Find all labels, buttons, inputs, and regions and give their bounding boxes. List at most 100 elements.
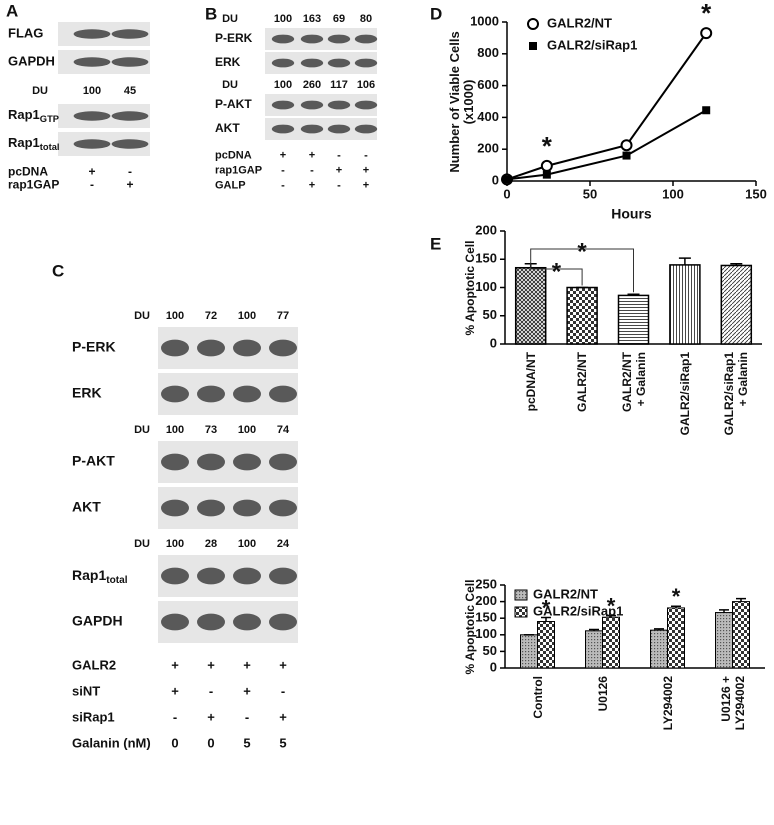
blot-label: ERK <box>72 385 102 401</box>
error-bar <box>606 614 616 618</box>
annotation: * <box>542 595 551 620</box>
marker <box>503 175 511 184</box>
x-tick-label: pcDNA/NT <box>523 352 538 412</box>
condition-sign: + <box>171 657 179 672</box>
bar <box>669 264 701 345</box>
x-tick-label: 100 <box>662 186 684 201</box>
annotation: * <box>607 593 616 618</box>
bar <box>520 634 538 669</box>
condition-sign: - <box>281 164 285 176</box>
error-bar <box>736 597 746 602</box>
du-value: 77 <box>277 310 289 322</box>
blot-band <box>197 339 225 357</box>
blot-band <box>73 111 111 121</box>
blot-band <box>327 58 351 68</box>
y-tick-label: 0 <box>490 335 497 350</box>
bar <box>720 264 753 345</box>
du-label: DU <box>222 79 238 91</box>
condition-label: pcDNA <box>8 165 48 179</box>
du-label: DU <box>134 538 150 550</box>
y-tick-label: 150 <box>475 610 497 625</box>
condition-sign: - <box>281 683 285 698</box>
y-tick-label: 100 <box>475 279 497 294</box>
condition-label: Galanin (nM) <box>72 735 151 750</box>
blot-label: FLAG <box>8 25 43 40</box>
du-value: 100 <box>83 85 101 97</box>
blot-label-main: Rap1 <box>8 135 40 150</box>
condition-sign: + <box>88 165 95 179</box>
blot-label: GAPDH <box>8 53 55 68</box>
x-tick-label: U0126 <box>595 676 610 712</box>
condition-sign: + <box>309 149 315 161</box>
blot-band <box>271 124 295 134</box>
condition-sign: + <box>207 657 215 672</box>
blot-label-sub: GTP <box>40 114 59 124</box>
blot-band <box>233 613 261 631</box>
blot-band <box>354 34 378 44</box>
blot-band <box>233 385 261 403</box>
marker <box>620 139 633 152</box>
blot-band <box>271 34 295 44</box>
blot-band <box>111 29 149 39</box>
blot-label-main: Rap1 <box>72 567 106 583</box>
y-tick-label: 250 <box>475 576 497 591</box>
condition-sign: + <box>243 683 251 698</box>
blot-band <box>269 613 297 631</box>
blot-label: P-AKT <box>72 453 115 469</box>
series-line <box>506 109 707 181</box>
blot-label: AKT <box>215 121 240 135</box>
du-value: 69 <box>333 13 345 25</box>
condition-sign: - <box>364 149 368 161</box>
bar <box>715 612 733 669</box>
blot-band <box>271 58 295 68</box>
condition-label: rap1GAP <box>215 164 262 176</box>
du-value: 163 <box>303 13 321 25</box>
blot-band <box>197 567 225 585</box>
blot-band <box>73 29 111 39</box>
blot-band <box>197 385 225 403</box>
blot-label: Rap1total <box>72 567 128 586</box>
blot-band <box>161 567 189 585</box>
legend-swatch <box>514 589 528 601</box>
du-value: 100 <box>238 424 256 436</box>
y-axis-label: % Apoptotic Cell <box>463 240 477 335</box>
legend-swatch <box>514 606 528 618</box>
condition-sign: - <box>337 179 341 191</box>
y-tick-label: 100 <box>475 626 497 641</box>
blot-band <box>233 339 261 357</box>
blot-band <box>197 499 225 517</box>
bar <box>732 601 750 669</box>
x-axis-label: Hours <box>611 206 652 222</box>
blot-band <box>269 385 297 403</box>
blot-band <box>327 100 351 110</box>
du-value: 260 <box>303 79 321 91</box>
condition-sign: + <box>363 164 369 176</box>
y-tick-label: 200 <box>477 141 499 156</box>
du-value: 100 <box>166 538 184 550</box>
blot-band <box>111 111 149 121</box>
legend-label: GALR2/siRap1 <box>547 37 637 52</box>
condition-label: rap1GAP <box>8 178 59 192</box>
blot-band <box>161 453 189 471</box>
x-tick-label: GALR2/siRap1 <box>677 352 692 436</box>
bar <box>514 266 547 345</box>
condition-sign: 5 <box>243 735 250 750</box>
panel-label: D <box>430 4 442 23</box>
y-tick-label: 0 <box>490 659 497 674</box>
y-tick-label: 1000 <box>470 13 499 28</box>
blot-band <box>73 139 111 149</box>
panel-label: A <box>6 1 18 20</box>
blot-band <box>111 57 149 67</box>
condition-sign: 0 <box>171 735 178 750</box>
y-tick-label: 800 <box>477 45 499 60</box>
y-tick-label: 150 <box>475 251 497 266</box>
blot-band <box>197 613 225 631</box>
x-tick-label: LY294002 <box>660 676 675 731</box>
blot-label: Rap1GTP <box>8 107 59 124</box>
bar <box>617 294 650 345</box>
panel-label: C <box>52 261 64 280</box>
du-value: 74 <box>277 424 290 436</box>
y-tick-label: 0 <box>492 172 499 187</box>
